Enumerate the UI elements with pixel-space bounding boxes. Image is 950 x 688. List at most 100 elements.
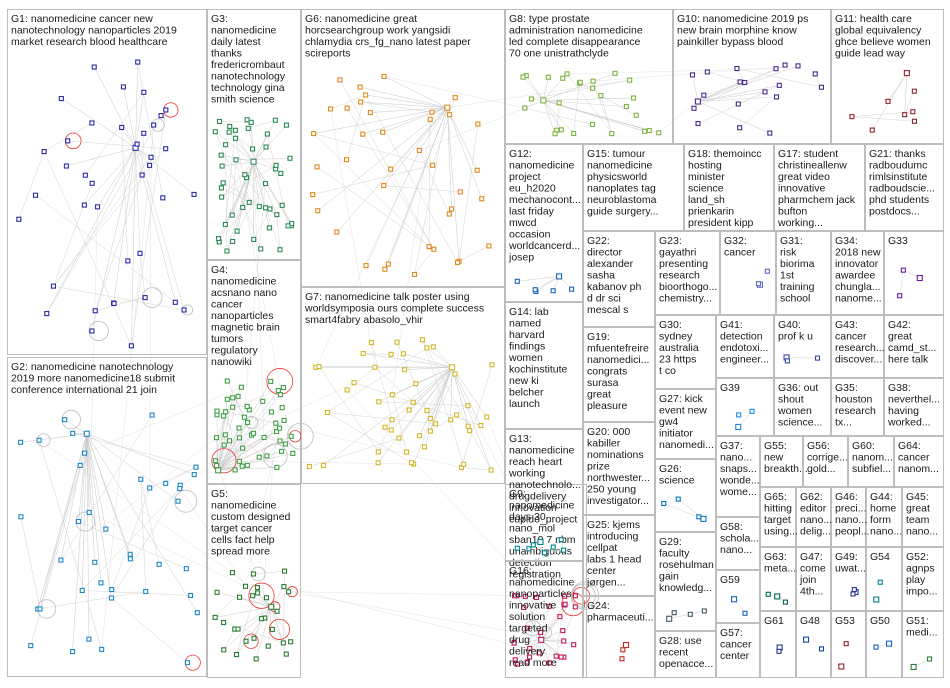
node — [555, 273, 563, 280]
node — [367, 109, 373, 116]
node — [316, 363, 322, 370]
group-panel — [583, 596, 655, 678]
group-g50: G50 — [866, 611, 902, 678]
node — [527, 645, 533, 652]
group-g62: G62: editor nano... delig... — [796, 487, 832, 547]
node — [50, 283, 56, 289]
node — [58, 96, 64, 102]
node — [533, 594, 539, 600]
self-loop — [211, 448, 237, 474]
node — [410, 399, 416, 405]
group-g48: G48 — [796, 611, 831, 678]
node — [82, 450, 88, 456]
node — [280, 384, 286, 391]
node — [368, 340, 374, 346]
group-label: G63: meta... — [764, 551, 796, 575]
node — [620, 647, 626, 653]
node — [814, 355, 821, 361]
node — [910, 663, 917, 671]
group-panel — [207, 484, 301, 678]
node — [385, 261, 391, 267]
node — [571, 642, 577, 648]
node — [691, 105, 697, 111]
group-label: G46: preci... nano... peopl... — [835, 491, 869, 538]
node — [263, 144, 269, 150]
node — [314, 164, 320, 170]
node — [273, 420, 279, 426]
node — [558, 537, 564, 543]
group-g15: G15: tumour nanomedicine physicsworld nanop… — [583, 144, 684, 231]
node — [163, 146, 169, 152]
node — [95, 204, 101, 210]
group-label: G8: type prostate administration nanomedi… — [509, 13, 643, 60]
node — [388, 166, 394, 172]
group-label: G4: nanomedicine acsnano nano cancer nanopar… — [211, 264, 280, 368]
node — [139, 172, 145, 178]
node — [268, 409, 274, 415]
node — [631, 95, 637, 101]
node — [900, 267, 906, 273]
node — [141, 89, 147, 95]
node — [926, 656, 933, 662]
group-g55: G55: new breakth... — [760, 436, 808, 487]
node — [475, 121, 481, 127]
group-panel — [866, 547, 902, 611]
node — [357, 84, 363, 90]
group-g24: G24: pharmaceuti... — [583, 596, 655, 678]
node — [389, 392, 395, 398]
group-panel — [716, 378, 774, 436]
node — [248, 119, 254, 125]
group-g17: G17: student christineallenw great video in… — [774, 144, 865, 231]
node — [240, 445, 246, 451]
node — [812, 71, 818, 77]
node — [229, 570, 236, 576]
group-g23: G23: gayathri presenting research bioorthogo… — [655, 231, 720, 315]
group-panel — [760, 436, 803, 487]
node — [233, 157, 239, 163]
node — [849, 114, 855, 120]
node — [560, 628, 566, 634]
node — [226, 438, 233, 444]
group-panel — [655, 315, 716, 389]
node — [127, 551, 133, 557]
node — [138, 476, 144, 482]
group-edges — [214, 570, 291, 660]
node — [522, 105, 528, 111]
group-panel — [760, 611, 796, 678]
node — [433, 421, 439, 427]
node — [92, 559, 98, 565]
node — [843, 641, 849, 647]
node — [419, 337, 426, 343]
group-g33: G33 — [884, 231, 944, 315]
node — [265, 643, 271, 649]
node — [70, 430, 76, 436]
group-panel — [583, 327, 655, 422]
group-g21: G21: thanks radboudumc rimlsinstitute radbo… — [865, 144, 944, 231]
group-label: G2: nanomedicine nanotechnology 2019 more… — [11, 361, 175, 396]
node — [230, 404, 236, 410]
group-panel — [803, 436, 848, 487]
group-panel — [583, 231, 655, 327]
node — [233, 651, 240, 658]
node — [851, 587, 857, 593]
group-label: G40: prof k u — [778, 319, 813, 343]
node — [556, 100, 562, 106]
node — [755, 281, 761, 287]
group-panel — [866, 487, 902, 547]
group-g45: G45: great team nano... — [902, 487, 944, 547]
node — [320, 462, 327, 469]
node — [546, 603, 552, 609]
node — [82, 172, 88, 178]
node — [222, 221, 228, 227]
node — [28, 643, 34, 649]
group-label: G38: neverthel... having worked... — [887, 382, 940, 429]
node — [221, 647, 227, 653]
group-label: G26: science — [659, 463, 695, 487]
node — [147, 485, 153, 491]
group-g47: G47: come join 4th... — [796, 547, 831, 611]
group-panel — [7, 9, 207, 355]
node — [526, 654, 533, 660]
node — [83, 430, 90, 437]
group-label: G7: nanomedicine talk poster using worlds… — [304, 291, 484, 326]
group-g16: G16: nanomedicine nanoparticles innovative s… — [505, 561, 583, 678]
